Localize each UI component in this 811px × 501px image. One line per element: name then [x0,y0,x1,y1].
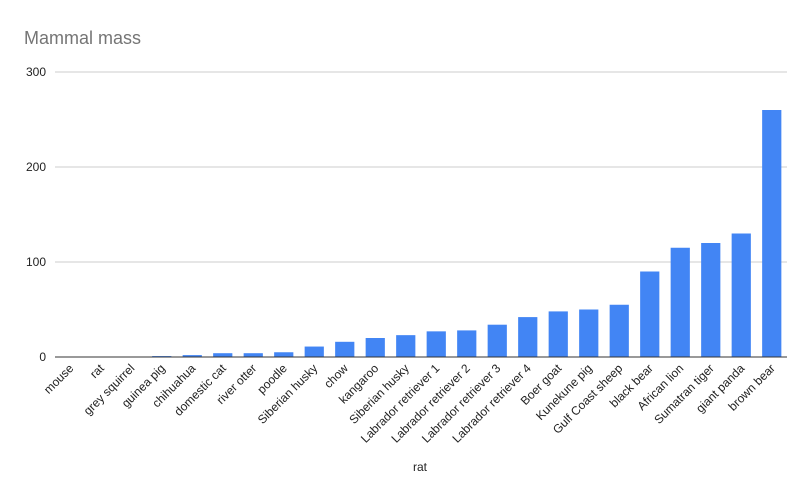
bar [426,331,446,357]
bar [274,352,294,357]
bar [670,247,690,357]
bar [396,335,416,357]
bar [304,346,324,357]
bar [213,353,233,357]
bar [762,110,782,357]
bar [579,309,599,357]
bars [60,110,782,357]
bar [243,353,263,357]
bar [701,243,721,357]
bar [335,341,355,357]
y-tick-label: 100 [26,255,46,269]
chart-title: Mammal mass [24,28,141,48]
bar [182,355,202,357]
x-axis-label: rat [413,460,428,474]
y-tick-label: 0 [39,350,46,364]
bar [487,324,507,357]
x-tick-label: rat [87,361,107,381]
y-tick-label: 200 [26,160,46,174]
gridlines [55,71,787,263]
x-tick-label: mouse [41,361,77,397]
y-tick-label: 300 [26,65,46,79]
y-axis-ticks: 0 100 200 300 [26,65,46,364]
bar [731,233,751,357]
bar [365,338,385,357]
bar [518,317,538,357]
bar [548,311,568,357]
bar [640,271,660,357]
bar [609,304,629,357]
bar [457,330,477,357]
